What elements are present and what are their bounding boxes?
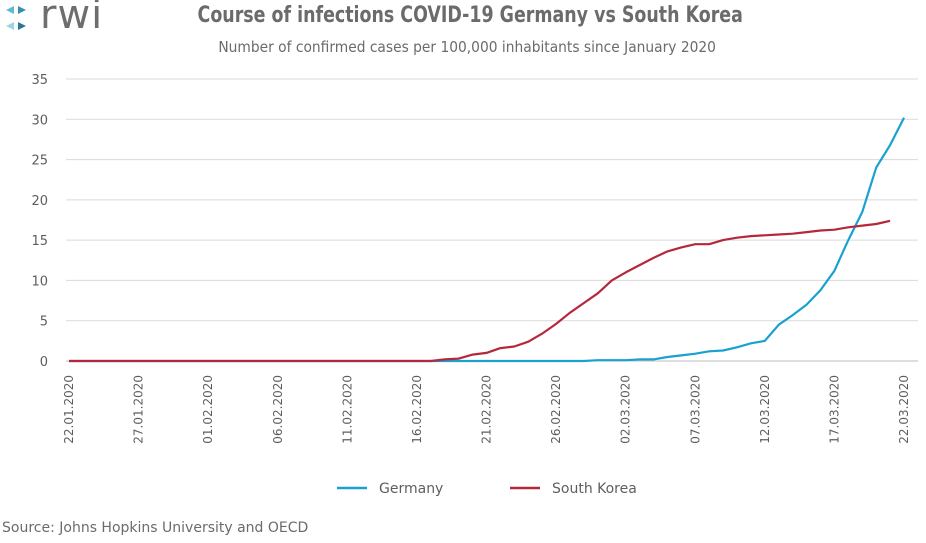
y-tick-label: 15 [31, 234, 48, 249]
legend-label: Germany [379, 481, 443, 497]
legend-item-south-korea: South Korea [510, 481, 637, 497]
legend-item-germany: Germany [337, 481, 443, 497]
y-tick-label: 10 [31, 274, 48, 289]
rwi-logo-text: rwi [40, 0, 104, 38]
rwi-logo: rwi [2, 0, 122, 38]
legend-label: South Korea [552, 481, 637, 497]
y-tick-label: 5 [40, 315, 48, 330]
chart-title: Course of infections COVID-19 Germany vs… [197, 3, 743, 28]
x-tick-label: 22.03.2020 [897, 375, 911, 444]
series-line-germany [69, 117, 905, 363]
x-tick-label: 27.01.2020 [132, 375, 146, 444]
x-tick-label: 02.03.2020 [619, 375, 633, 444]
x-tick-label: 06.02.2020 [271, 375, 285, 444]
x-axis-ticks: 22.01.2020 27.01.2020 01.02.2020 06.02.2020… [62, 375, 911, 444]
legend: Germany South Korea [337, 481, 637, 497]
x-tick-label: 26.02.2020 [549, 375, 563, 444]
x-tick-label: 17.03.2020 [827, 375, 841, 444]
x-tick-label: 11.02.2020 [340, 375, 354, 444]
gridlines [66, 78, 918, 362]
y-tick-label: 0 [40, 355, 48, 370]
y-tick-label: 25 [31, 154, 48, 169]
y-tick-label: 35 [31, 73, 48, 88]
y-tick-label: 20 [31, 194, 48, 209]
x-tick-label: 12.03.2020 [758, 375, 772, 444]
x-tick-label: 01.02.2020 [201, 375, 215, 444]
series-lines [69, 117, 905, 363]
x-tick-label: 16.02.2020 [410, 375, 424, 444]
y-axis-ticks: 0 5 10 15 20 25 30 35 [31, 73, 48, 370]
x-tick-label: 22.01.2020 [62, 375, 76, 444]
y-tick-label: 30 [31, 113, 48, 128]
rwi-logo-mark [6, 6, 26, 30]
series-line-south-korea [69, 219, 891, 363]
chart-subtitle: Number of confirmed cases per 100,000 in… [218, 38, 716, 56]
x-tick-label: 07.03.2020 [688, 375, 702, 444]
source-note: Source: Johns Hopkins University and OEC… [2, 520, 309, 536]
x-tick-label: 21.02.2020 [480, 375, 494, 444]
